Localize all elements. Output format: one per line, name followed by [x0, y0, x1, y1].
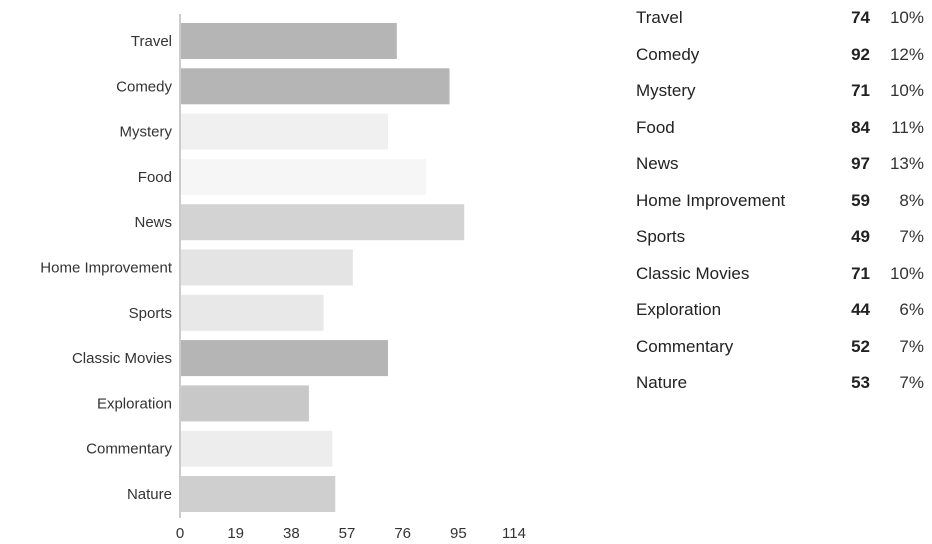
- legend-label: Home Improvement: [636, 190, 786, 210]
- legend-row: Food 84 11%: [628, 110, 932, 147]
- legend-label: Commentary: [636, 336, 734, 356]
- legend-value: 49: [851, 227, 870, 247]
- legend-label: Sports: [636, 227, 686, 247]
- legend-label: Travel: [636, 8, 683, 28]
- legend-row: Comedy 92 12%: [628, 37, 932, 74]
- legend-percent: 10%: [889, 8, 924, 28]
- legend-row: Exploration 44 6%: [628, 292, 932, 329]
- legend-value: 92: [851, 44, 870, 64]
- x-tick-label: 0: [176, 525, 184, 542]
- x-tick-label: 57: [339, 525, 356, 542]
- bar[interactable]: [181, 430, 333, 467]
- legend-percent: 13%: [889, 154, 924, 174]
- legend-percent: 7%: [899, 336, 924, 356]
- x-tick-label: 38: [283, 525, 300, 542]
- category-label: Food: [138, 169, 172, 186]
- bar[interactable]: [181, 476, 336, 512]
- legend-label: Food: [636, 117, 675, 137]
- legend-label: Mystery: [636, 81, 696, 101]
- legend-row: Sports 49 7%: [628, 219, 932, 256]
- category-labels: Travel Comedy Mystery Food News Home Improvem…: [40, 33, 173, 503]
- legend-row: Classic Movies 71 10%: [628, 256, 932, 293]
- legend-value: 84: [851, 117, 870, 137]
- legend-value: 71: [851, 81, 870, 101]
- legend-value: 71: [851, 263, 870, 283]
- legend-label: Comedy: [636, 44, 700, 64]
- legend-percent: 8%: [899, 190, 924, 210]
- legend-row: Mystery 71 10%: [628, 73, 932, 110]
- legend-label: Exploration: [636, 300, 722, 320]
- x-tick-label: 19: [227, 525, 244, 542]
- bar-chart: Travel Comedy Mystery Food News Home Improvem…: [40, 14, 526, 542]
- legend-value: 97: [851, 154, 870, 174]
- category-label: Comedy: [116, 78, 172, 95]
- legend-label: Classic Movies: [636, 263, 750, 283]
- legend-label: News: [636, 154, 679, 174]
- category-label: Nature: [127, 486, 172, 503]
- legend-percent: 7%: [899, 227, 924, 247]
- category-label: Travel: [131, 33, 172, 50]
- x-tick-label: 95: [450, 525, 467, 542]
- category-label: News: [134, 214, 172, 231]
- bar[interactable]: [181, 158, 427, 195]
- category-label: Classic Movies: [72, 350, 172, 367]
- legend-row: Commentary 52 7%: [628, 329, 932, 366]
- legend-value: 59: [851, 190, 870, 210]
- bars-layer: [181, 23, 465, 512]
- legend-value: 53: [851, 373, 870, 393]
- legend-row: Travel 74 10%: [628, 0, 932, 37]
- legend-label: Nature: [636, 373, 688, 393]
- bar[interactable]: [181, 68, 450, 105]
- legend-row: News 97 13%: [628, 146, 932, 183]
- x-tick-labels: 0 19 38 57 76 95 114: [176, 525, 526, 542]
- legend-row: Nature 53 7%: [628, 365, 932, 402]
- legend-percent: 12%: [889, 44, 924, 64]
- legend-value: 52: [851, 336, 870, 356]
- category-label: Exploration: [97, 395, 172, 412]
- bar[interactable]: [181, 113, 389, 150]
- legend-value: 74: [851, 8, 870, 28]
- legend-percent: 11%: [891, 117, 924, 137]
- legend-percent: 10%: [889, 81, 924, 101]
- bar[interactable]: [181, 340, 389, 377]
- bar[interactable]: [181, 294, 324, 331]
- legend-percent: 7%: [899, 373, 924, 393]
- legend-table: Travel 74 10% Comedy 92 12% Mystery 71 10% Food 84…: [628, 0, 932, 402]
- category-label: Sports: [129, 305, 172, 322]
- category-label: Mystery: [120, 124, 173, 141]
- x-tick-label: 114: [502, 525, 526, 542]
- category-label: Home Improvement: [40, 260, 173, 277]
- legend-percent: 6%: [899, 300, 924, 320]
- bar[interactable]: [181, 249, 353, 286]
- bar[interactable]: [181, 204, 465, 241]
- legend-value: 44: [851, 300, 870, 320]
- bar[interactable]: [181, 23, 397, 59]
- x-tick-label: 76: [394, 525, 411, 542]
- bar[interactable]: [181, 385, 309, 422]
- category-label: Commentary: [86, 441, 172, 458]
- legend-row: Home Improvement 59 8%: [628, 183, 932, 220]
- legend-percent: 10%: [889, 263, 924, 283]
